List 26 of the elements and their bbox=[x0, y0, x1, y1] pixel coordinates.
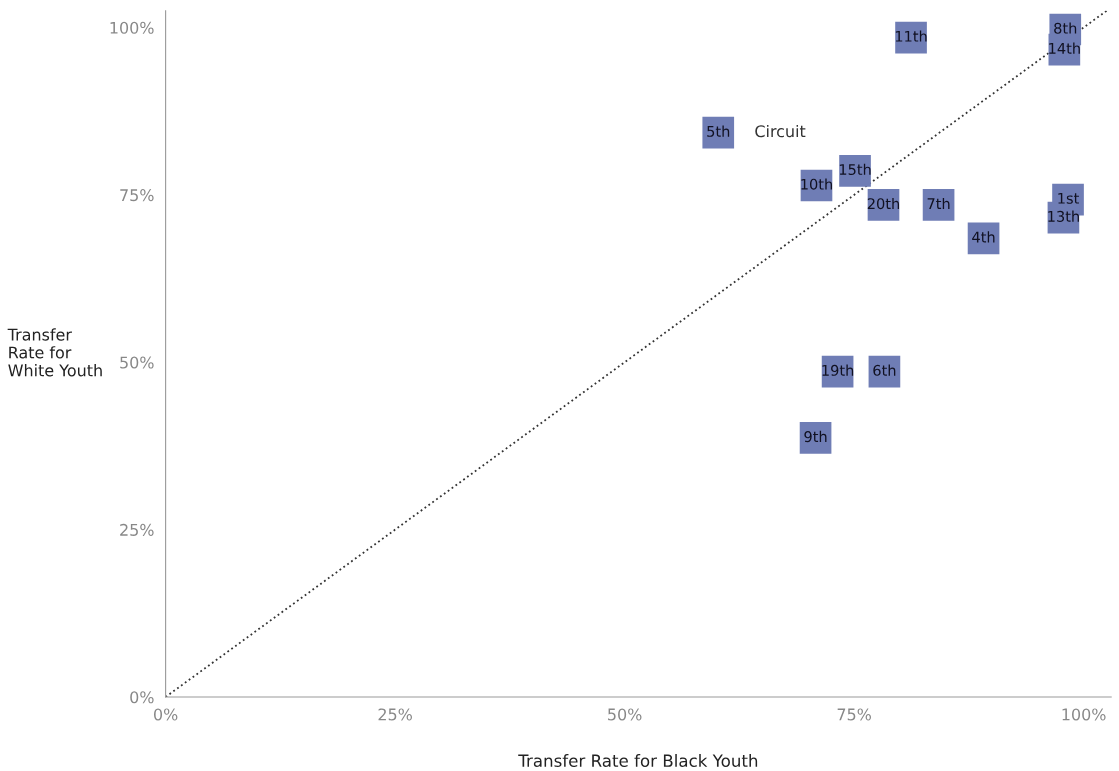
y-tick-label: 0% bbox=[130, 691, 154, 704]
y-tick-label: 100% bbox=[110, 21, 154, 34]
y-tick-label: 50% bbox=[120, 356, 154, 369]
series-label: 10th bbox=[801, 178, 833, 190]
series-label: 6th bbox=[873, 364, 896, 376]
x-tick-label: 25% bbox=[378, 708, 412, 721]
x-tick-label: 100% bbox=[1062, 708, 1106, 721]
series-label: 4th bbox=[972, 231, 995, 243]
series-label: 14th bbox=[1049, 42, 1080, 54]
annotation: Circuit bbox=[755, 124, 806, 138]
series-label: 9th bbox=[804, 430, 827, 443]
series-label: 7th bbox=[927, 197, 950, 209]
x-tick-label: 50% bbox=[608, 708, 642, 721]
series-label: 19th bbox=[822, 364, 854, 376]
y-tick-label: 25% bbox=[120, 523, 154, 536]
series-label: 5th bbox=[707, 125, 730, 137]
x-axis-title: Transfer Rate for Black Youth bbox=[518, 754, 758, 768]
series-label: 1st bbox=[1058, 192, 1079, 204]
series-label: 11th bbox=[895, 30, 927, 42]
y-tick-label: 75% bbox=[120, 189, 154, 202]
series-label: 8th bbox=[1054, 22, 1077, 34]
series-label: 13th bbox=[1048, 210, 1079, 222]
x-tick-label: 75% bbox=[837, 708, 871, 721]
x-tick-label: 0% bbox=[154, 708, 178, 721]
y-axis-title: Transfer Rate for White Youth bbox=[7, 328, 102, 377]
series-label: 15th bbox=[839, 163, 871, 176]
